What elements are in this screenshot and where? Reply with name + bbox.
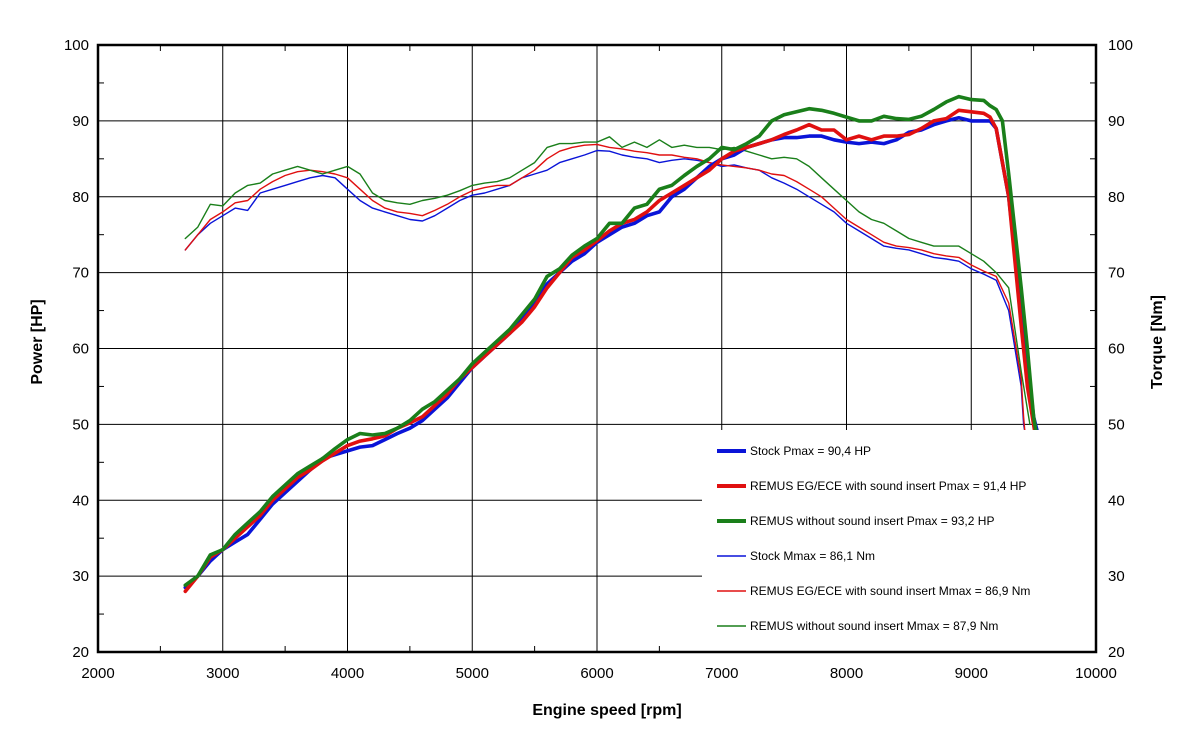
y-tick-label: 50 (72, 416, 89, 433)
grid (98, 45, 1096, 652)
y2-tick-label: 60 (1108, 341, 1125, 358)
x-tick-label: 7000 (705, 665, 738, 682)
series-layer (183, 94, 1040, 594)
y-tick-label: 80 (72, 189, 89, 206)
legend-label: REMUS without sound insert Pmax = 93,2 H… (750, 514, 994, 528)
legend-label: Stock Pmax = 90,4 HP (750, 444, 871, 458)
x-axis-label: Engine speed [rpm] (532, 702, 681, 719)
y2-tick-label: 20 (1108, 644, 1125, 661)
y2-tick-label: 30 (1108, 568, 1125, 585)
legend-label: Stock Mmax = 86,1 Nm (750, 549, 875, 563)
y2-tick-labels: 20 30 40 50 60 70 80 90 100 (1108, 37, 1133, 661)
x-tick-label: 9000 (955, 665, 988, 682)
y-axis-label: Power [HP] (29, 299, 46, 384)
x-tick-label: 8000 (830, 665, 863, 682)
y-tick-label: 20 (72, 644, 89, 661)
y2-tick-label: 40 (1108, 492, 1125, 509)
y-tick-label: 100 (64, 37, 89, 54)
y-tick-label: 40 (72, 492, 89, 509)
x-tick-label: 4000 (331, 665, 364, 682)
y2-axis-label: Torque [Nm] (1149, 295, 1166, 389)
y-tick-label: 70 (72, 265, 89, 282)
y2-tick-label: 100 (1108, 37, 1133, 54)
y2-tick-label: 90 (1108, 113, 1125, 130)
y2-tick-label: 50 (1108, 416, 1125, 433)
legend: Stock Pmax = 90,4 HP REMUS EG/ECE with so… (702, 430, 1096, 652)
y-tick-label: 90 (72, 113, 89, 130)
series-line (183, 108, 1038, 594)
series-line (184, 149, 1026, 433)
y-tick-labels: 20 30 40 50 60 70 80 90 100 (64, 37, 89, 661)
legend-label: REMUS EG/ECE with sound insert Mmax = 86… (750, 584, 1030, 598)
y2-tick-label: 80 (1108, 189, 1125, 206)
series-line (184, 143, 1026, 433)
legend-label: REMUS EG/ECE with sound insert Pmax = 91… (750, 479, 1026, 493)
x-tick-label: 3000 (206, 665, 239, 682)
plot-frame (96, 43, 1098, 654)
series-line (184, 136, 1031, 426)
y2-tick-label: 70 (1108, 265, 1125, 282)
legend-box (702, 430, 1096, 652)
series-line (183, 94, 1038, 587)
x-tick-label: 10000 (1075, 665, 1117, 682)
legend-label: REMUS without sound insert Mmax = 87,9 N… (750, 619, 998, 633)
x-tick-label: 6000 (580, 665, 613, 682)
x-tick-label: 5000 (456, 665, 489, 682)
y-tick-label: 30 (72, 568, 89, 585)
y-tick-label: 60 (72, 341, 89, 358)
x-tick-labels: 2000 3000 4000 5000 6000 7000 8000 9000 10000 (81, 665, 1117, 682)
x-tick-label: 2000 (81, 665, 114, 682)
